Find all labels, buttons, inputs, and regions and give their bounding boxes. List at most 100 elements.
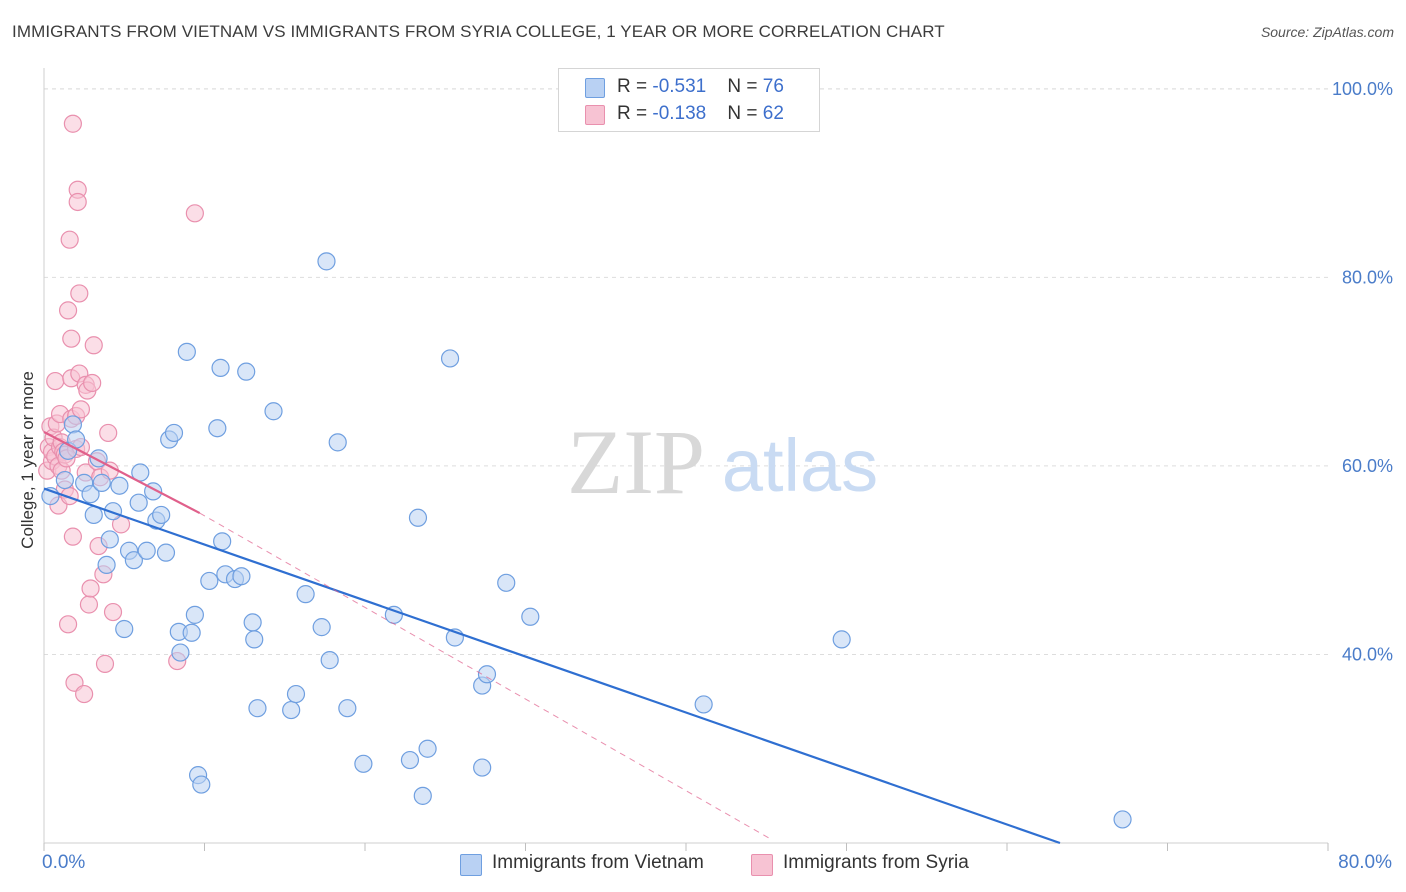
vietnam-point: [55, 470, 74, 490]
legend-text-vietnam: R = -0.531 N = 76: [617, 76, 784, 98]
series-syria: [38, 114, 204, 704]
vietnam-point: [81, 485, 100, 504]
vietnam-point: [192, 775, 211, 794]
legend-swatch-syria: [585, 105, 605, 125]
series-legend-swatch-vietnam: [460, 854, 482, 876]
vietnam-point: [694, 695, 713, 714]
legend-swatch-vietnam: [585, 78, 605, 98]
series-vietnam: [41, 252, 1132, 829]
vietnam-point: [164, 423, 184, 443]
vietnam-point: [156, 543, 176, 562]
series-legend-label-vietnam: Immigrants from Vietnam: [492, 852, 704, 873]
watermark-zip: ZIP: [567, 411, 705, 513]
vietnam-point: [338, 699, 357, 718]
syria-point: [81, 579, 100, 598]
syria-point: [185, 204, 204, 223]
syria-point: [58, 615, 78, 634]
legend-r-label: R =: [617, 103, 653, 124]
vietnam-point: [129, 493, 148, 512]
syria-point: [99, 423, 118, 443]
legend-n-value: 76: [762, 76, 784, 97]
vietnam-point: [100, 530, 119, 549]
syria-point: [84, 336, 103, 355]
syria-point: [79, 595, 99, 614]
vietnam-point: [237, 362, 256, 381]
x-axis-min-label: 0.0%: [42, 852, 86, 873]
vietnam-point: [171, 643, 190, 662]
syria-point: [83, 373, 102, 393]
vietnam-point: [832, 630, 851, 649]
legend-text-syria: R = -0.138 N = 62: [617, 103, 784, 125]
x-axis-max-label: 80.0%: [1338, 852, 1392, 873]
trend-line-syria: [43, 431, 201, 515]
trend-line-vietnam: [43, 487, 1061, 845]
vietnam-point: [185, 605, 204, 624]
vietnam-point: [152, 505, 171, 525]
vietnam-point: [92, 473, 111, 492]
vietnam-point: [211, 358, 230, 377]
vietnam-point: [213, 532, 232, 551]
vietnam-point: [110, 476, 129, 495]
correlation-legend: R = -0.531 N = 76 R = -0.138 N = 62: [558, 68, 820, 132]
y-tick-label: 60.0%: [1342, 456, 1393, 476]
vietnam-point: [440, 349, 460, 368]
syria-point: [60, 230, 79, 249]
vietnam-point: [200, 571, 219, 591]
vietnam-point: [497, 573, 516, 592]
vietnam-point: [124, 551, 143, 570]
vietnam-point: [243, 613, 262, 632]
vietnam-point: [177, 342, 196, 361]
syria-point: [62, 329, 81, 348]
legend-n-label: N =: [727, 76, 763, 97]
vietnam-point: [400, 750, 420, 770]
vietnam-point: [264, 402, 283, 421]
syria-point: [63, 527, 82, 546]
y-tick-label: 40.0%: [1342, 644, 1393, 664]
syria-point: [70, 284, 89, 303]
legend-r-label: R =: [617, 76, 653, 97]
series-legend-swatch-syria: [751, 854, 773, 876]
vietnam-point: [418, 739, 437, 758]
vietnam-point: [1113, 810, 1132, 829]
syria-point: [71, 400, 91, 419]
vietnam-point: [320, 651, 339, 670]
vietnam-point: [137, 541, 156, 560]
series-legend-label-syria: Immigrants from Syria: [783, 852, 969, 873]
legend-r-value: -0.138: [652, 103, 707, 124]
syria-point: [46, 371, 65, 391]
legend-r-value: -0.531: [652, 76, 707, 97]
syria-point: [75, 684, 94, 704]
legend-n-value: 62: [762, 103, 784, 124]
legend-n-label: N =: [727, 103, 763, 124]
vietnam-point: [354, 754, 373, 773]
vietnam-point: [413, 786, 432, 805]
y-axis-label: College, 1 year or more: [18, 371, 37, 549]
vietnam-point: [248, 699, 267, 718]
vietnam-point: [63, 415, 82, 434]
watermark: ZIP atlas: [567, 411, 878, 513]
y-axis-tick-labels: 40.0% 60.0% 80.0% 100.0%: [1332, 79, 1393, 665]
vietnam-point: [182, 623, 201, 642]
vietnam-point: [208, 419, 227, 438]
syria-point: [103, 602, 123, 622]
syria-point: [68, 192, 87, 212]
syria-point: [58, 301, 78, 320]
chart-title: IMMIGRANTS FROM VIETNAM VS IMMIGRANTS FR…: [12, 22, 945, 41]
y-tick-label: 80.0%: [1342, 267, 1393, 287]
vietnam-point: [296, 585, 315, 604]
watermark-atlas: atlas: [722, 424, 878, 507]
vietnam-point: [408, 508, 428, 527]
vietnam-point: [282, 700, 301, 720]
source-label: Source: ZipAtlas.com: [1260, 24, 1394, 40]
vietnam-point: [245, 630, 264, 649]
vietnam-point: [97, 555, 116, 575]
vietnam-point: [328, 433, 347, 452]
vietnam-point: [317, 252, 336, 271]
syria-point: [63, 114, 82, 133]
series-legend: Immigrants from Vietnam Immigrants from …: [0, 852, 1406, 878]
trend-lines: [43, 431, 1061, 845]
x-axis-ticks: [43, 843, 1329, 851]
vietnam-point: [312, 618, 331, 637]
syria-point: [95, 654, 115, 673]
